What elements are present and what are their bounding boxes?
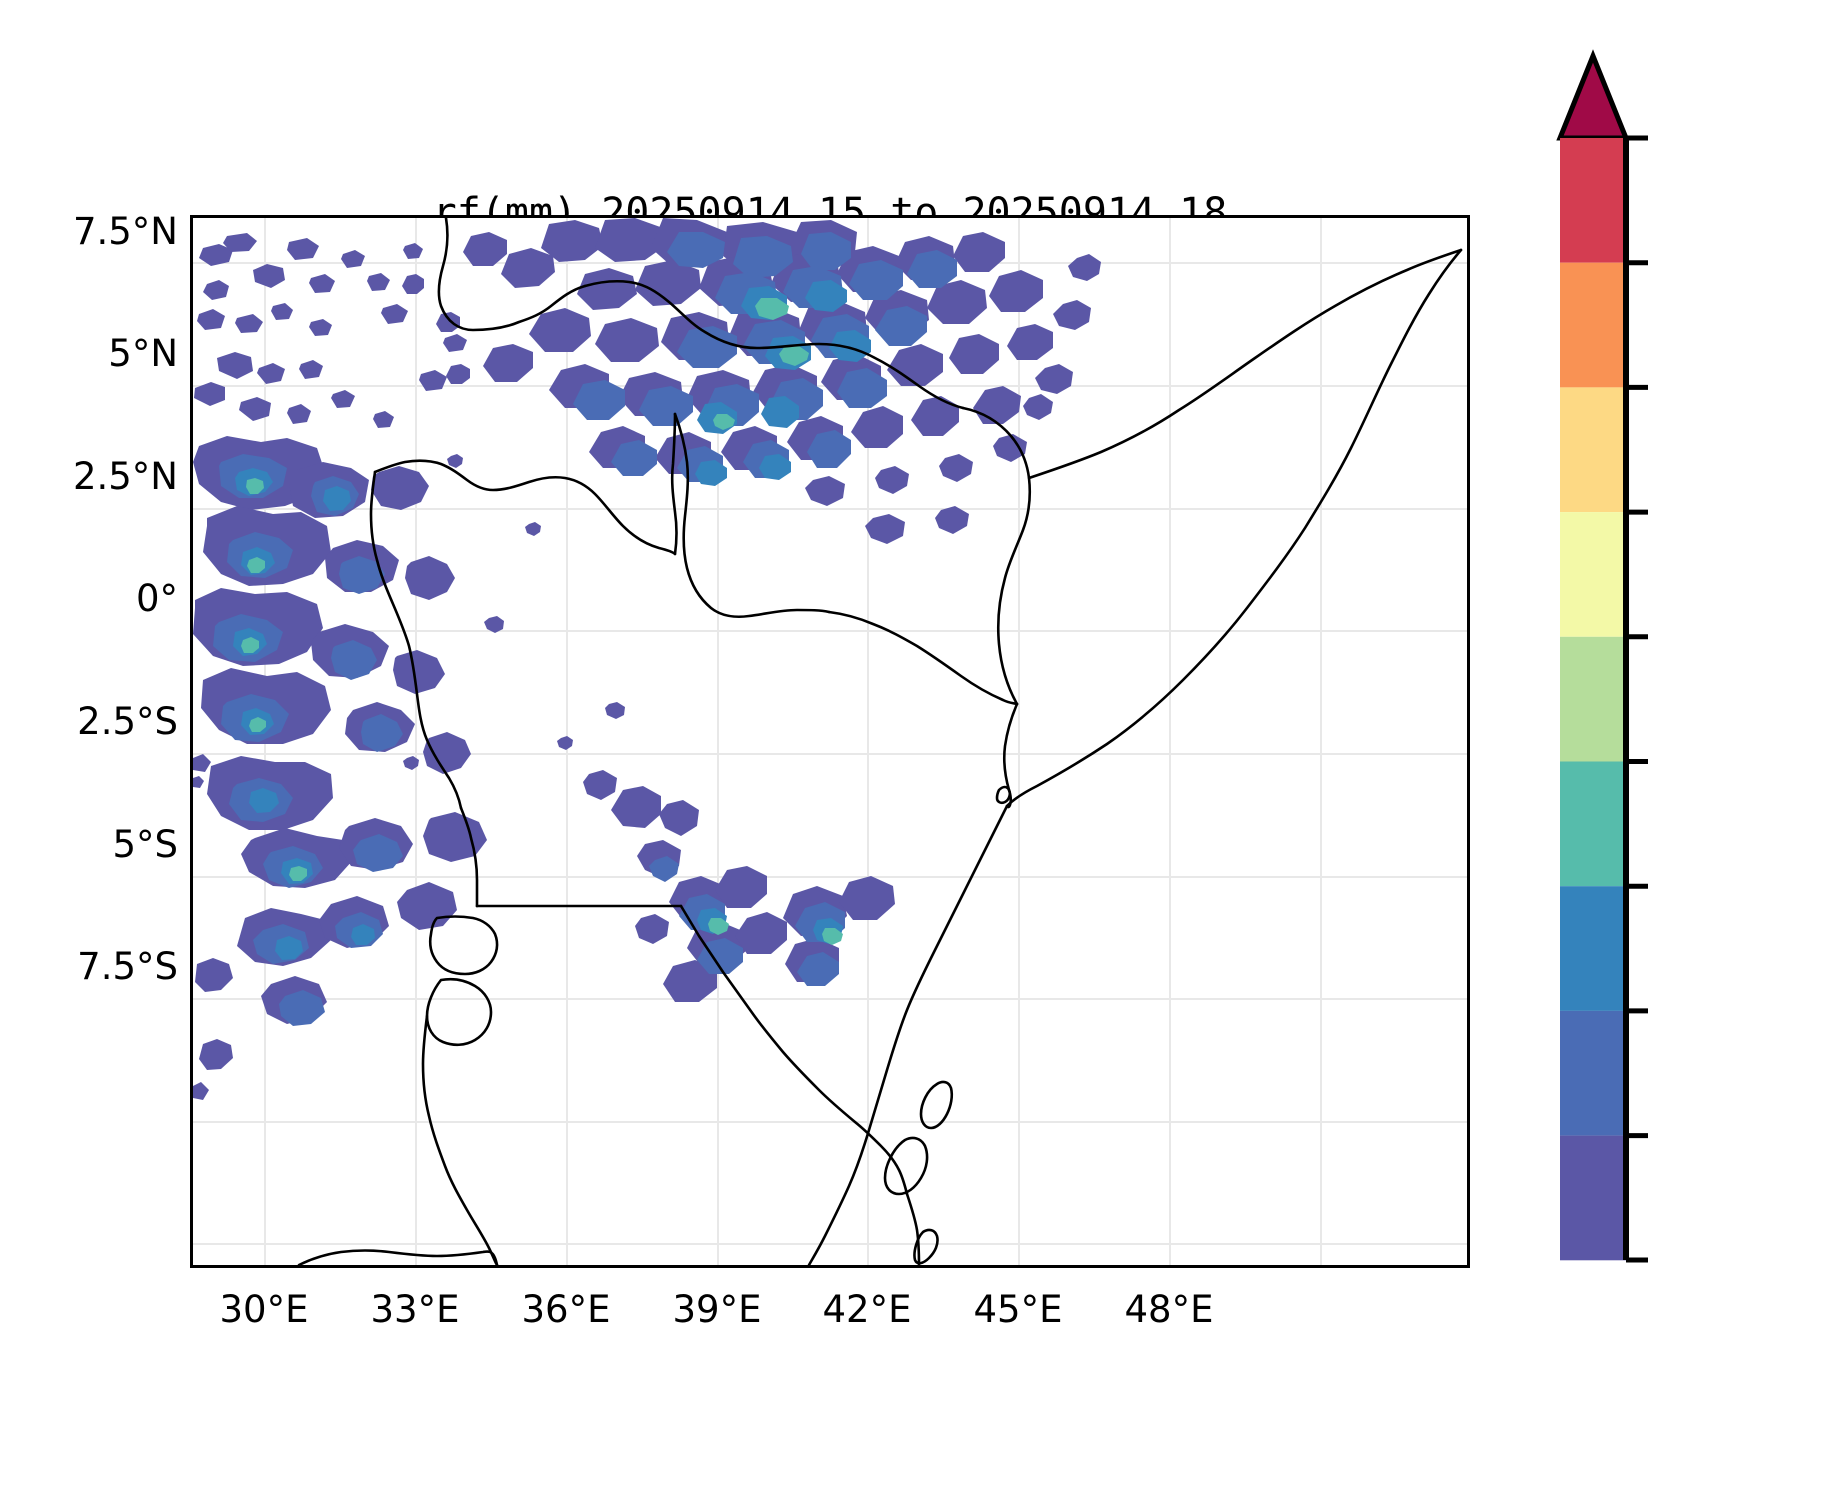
y-tick-label: 5°S	[112, 823, 178, 866]
y-tick-label: 7.5°S	[77, 945, 178, 988]
colorbar-segment-10-20	[1560, 886, 1626, 1011]
rainfall-field	[193, 218, 1101, 1100]
y-tick-label: 5°N	[108, 332, 178, 375]
x-tick-label: 33°E	[370, 1288, 460, 1331]
colorbar-svg	[1556, 49, 1648, 1263]
map-borders	[297, 218, 1463, 1265]
colorbar-segment-5-10	[1560, 1010, 1626, 1136]
colorbar-segment-60-80	[1560, 512, 1626, 637]
y-tick-label: 7.5°N	[72, 210, 178, 253]
y-tick-label: 2.5°N	[72, 455, 178, 498]
x-tick-label: 42°E	[822, 1288, 912, 1331]
map-plot-area	[190, 215, 1470, 1268]
colorbar-extend-max	[1556, 49, 1630, 141]
map-svg	[193, 218, 1467, 1265]
colorbar-segment-2-5	[1560, 1135, 1626, 1261]
colorbar-segment-40-60	[1560, 636, 1626, 762]
y-tick-label: 0°	[135, 577, 178, 620]
colorbar-segment-80-100	[1560, 387, 1626, 513]
colorbar-segment-20-40	[1560, 761, 1626, 887]
y-tick-label: 2.5°S	[77, 700, 178, 743]
x-tick-label: 45°E	[973, 1288, 1063, 1331]
x-tick-label: 48°E	[1124, 1288, 1214, 1331]
x-tick-label: 30°E	[219, 1288, 309, 1331]
colorbar-segment-120-150	[1560, 138, 1626, 263]
x-tick-label: 36°E	[521, 1288, 611, 1331]
x-tick-label: 39°E	[672, 1288, 762, 1331]
colorbar-segment-100-120	[1560, 262, 1626, 388]
colorbar: 150 120 100 80 60 40 20 10 5 2	[1556, 48, 1648, 1268]
